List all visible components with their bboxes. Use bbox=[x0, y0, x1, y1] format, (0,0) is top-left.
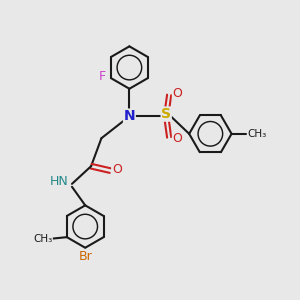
Text: O: O bbox=[112, 163, 122, 176]
Text: HN: HN bbox=[50, 175, 68, 188]
Text: O: O bbox=[172, 132, 182, 145]
Text: CH₃: CH₃ bbox=[248, 129, 267, 139]
Text: N: N bbox=[124, 109, 135, 123]
Text: O: O bbox=[172, 87, 182, 100]
Text: CH₃: CH₃ bbox=[33, 234, 52, 244]
Text: Br: Br bbox=[78, 250, 92, 262]
Text: F: F bbox=[99, 70, 106, 83]
Text: S: S bbox=[161, 107, 171, 121]
